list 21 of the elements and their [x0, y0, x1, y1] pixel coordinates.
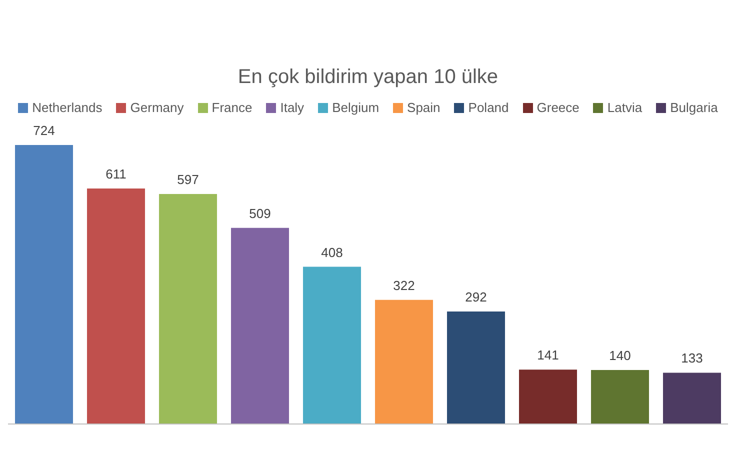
legend-label: Netherlands: [32, 100, 102, 115]
chart-title: En çok bildirim yapan 10 ülke: [236, 66, 500, 90]
data-label: 292: [465, 289, 487, 304]
legend-label: Italy: [280, 100, 304, 115]
data-label: 133: [681, 350, 703, 366]
legend-label: Belgium: [332, 100, 380, 115]
data-label: 408: [321, 244, 343, 260]
legend-label: Spain: [407, 100, 440, 115]
legend-label: Greece: [536, 100, 580, 115]
data-label: 611: [106, 166, 126, 182]
legend-label: Bulgaria: [670, 100, 718, 115]
data-label: 509: [249, 206, 271, 221]
data-label: 597: [177, 172, 199, 187]
data-label: 140: [609, 348, 631, 364]
data-label: 141: [537, 348, 559, 363]
legend-label: Poland: [468, 100, 509, 115]
legend-label: Germany: [130, 100, 184, 115]
legend-label: France: [212, 100, 252, 115]
data-label: 724: [33, 123, 55, 138]
data-label: 322: [393, 278, 415, 293]
legend-label: Latvia: [607, 100, 642, 115]
